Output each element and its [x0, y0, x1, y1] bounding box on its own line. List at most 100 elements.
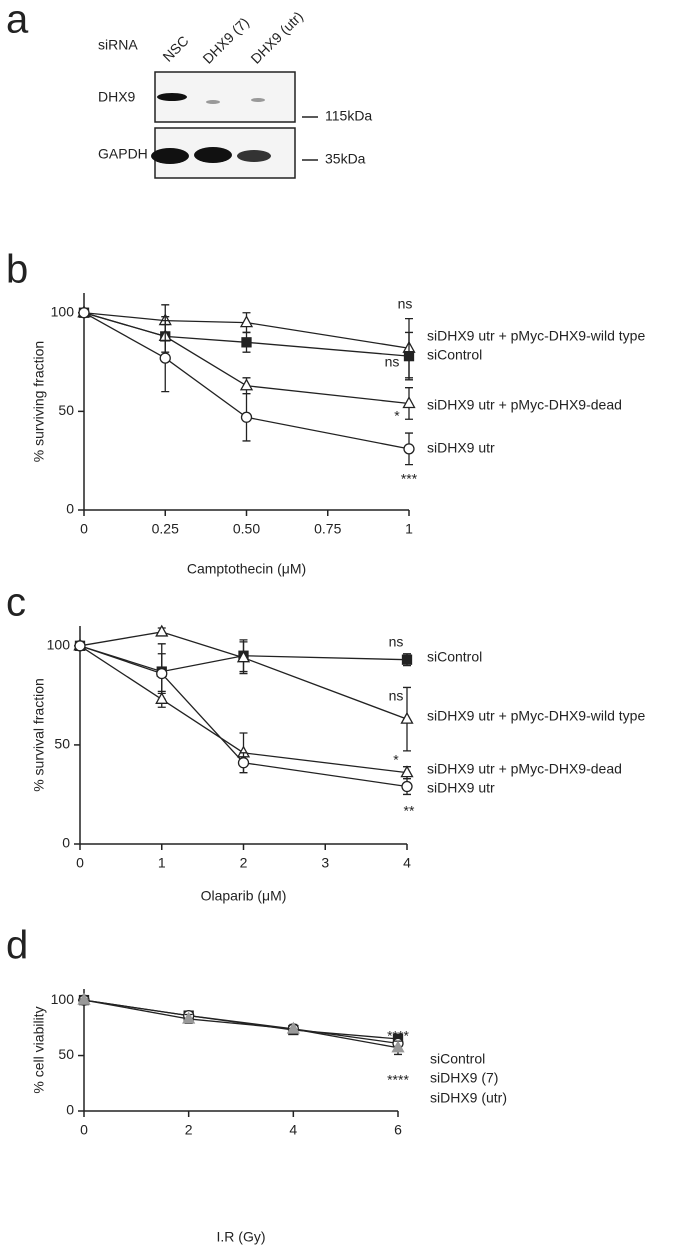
marker [155, 691, 169, 704]
line [83, 312, 410, 405]
legend-label: siDHX9 utr [427, 780, 495, 796]
annotation: **** [387, 1072, 409, 1088]
marker [400, 711, 414, 724]
legend-label: siDHX9 utr + pMyc-DHX9-dead [427, 397, 622, 413]
y-tick-label: 0 [66, 501, 74, 517]
line [83, 312, 410, 450]
protein-label: DHX9 [98, 89, 136, 105]
x-tick-label: 2 [240, 855, 248, 871]
x-tick-label: 0 [80, 1122, 88, 1138]
marker [401, 780, 413, 793]
x-tick-label: 1 [405, 521, 413, 537]
y-tick-label: 50 [54, 736, 70, 752]
x-tick-label: 4 [289, 1122, 297, 1138]
band [157, 93, 187, 101]
legend-label: siDHX9 utr [427, 440, 495, 456]
marker [239, 315, 254, 328]
panel-letter: c [6, 581, 26, 625]
band [237, 150, 271, 162]
line [79, 645, 408, 673]
line [83, 312, 410, 349]
marker [77, 992, 91, 1005]
marker [241, 337, 252, 348]
legend-label: siDHX9 (utr) [430, 1090, 507, 1106]
panel-letter: b [6, 248, 28, 292]
row-header: siRNA [98, 37, 138, 53]
annotation: ns [385, 354, 400, 370]
annotation: ** [404, 803, 415, 819]
marker [155, 624, 169, 637]
legend-label: siControl [430, 1051, 485, 1067]
line [83, 999, 399, 1040]
y-tick-label: 0 [62, 835, 70, 851]
lane-label: DHX9 (7) [199, 14, 252, 67]
panel-letter: d [6, 924, 28, 968]
annotation: *** [401, 471, 418, 487]
y-axis-label: % cell viability [31, 1006, 47, 1093]
x-tick-label: 0.75 [314, 521, 341, 537]
band [206, 100, 220, 104]
x-tick-label: 0.25 [152, 521, 179, 537]
y-tick-label: 50 [58, 1046, 74, 1062]
y-axis-label: % surviving fraction [31, 341, 47, 462]
marker [237, 757, 250, 769]
marker [403, 350, 415, 362]
legend-label: siDHX9 utr + pMyc-DHX9-wild type [427, 708, 645, 724]
x-tick-label: 0 [80, 521, 88, 537]
x-axis-label: Camptothecin (μM) [187, 561, 306, 577]
y-tick-label: 100 [47, 637, 71, 653]
legend-label: siControl [427, 347, 482, 363]
lane-label: DHX9 (utr) [247, 8, 306, 67]
y-tick-label: 100 [51, 303, 75, 319]
x-tick-label: 4 [403, 855, 411, 871]
marker [78, 307, 90, 319]
x-tick-label: 1 [158, 855, 166, 871]
band [251, 98, 265, 102]
annotation: ns [398, 296, 413, 312]
marker [74, 640, 86, 652]
panel-letter: a [6, 0, 29, 42]
marker [391, 1040, 405, 1053]
legend-label: siDHX9 (7) [430, 1070, 498, 1086]
annotation: ns [389, 688, 404, 704]
band [151, 148, 189, 164]
protein-label: GAPDH [98, 146, 148, 162]
lane-label: NSC [159, 33, 191, 65]
x-tick-label: 2 [185, 1122, 193, 1138]
marker [156, 667, 168, 680]
y-tick-label: 50 [58, 402, 74, 418]
line [79, 631, 408, 720]
line [79, 645, 408, 774]
marker [159, 352, 171, 364]
marker-label: 115kDa [325, 108, 372, 124]
line [83, 999, 399, 1049]
x-axis-label: I.R (Gy) [217, 1229, 266, 1245]
line [83, 999, 399, 1044]
band [194, 147, 232, 163]
x-tick-label: 6 [394, 1122, 402, 1138]
marker [402, 396, 416, 409]
legend-label: siDHX9 utr + pMyc-DHX9-wild type [427, 328, 645, 344]
y-tick-label: 0 [66, 1102, 74, 1118]
marker [401, 654, 413, 665]
y-axis-label: % survival fraction [31, 678, 47, 792]
marker [240, 411, 253, 423]
y-tick-label: 100 [51, 991, 75, 1007]
marker [286, 1021, 300, 1034]
line [79, 645, 408, 788]
annotation: **** [387, 1028, 409, 1044]
marker [400, 765, 414, 778]
legend-label: siControl [427, 649, 482, 665]
marker [182, 1011, 196, 1024]
annotation: ns [389, 634, 404, 650]
legend-label: siDHX9 utr + pMyc-DHX9-dead [427, 761, 622, 777]
x-tick-label: 3 [321, 855, 329, 871]
marker [403, 443, 415, 455]
marker [239, 378, 254, 391]
marker-label: 35kDa [325, 151, 366, 167]
x-tick-label: 0.50 [233, 521, 260, 537]
x-tick-label: 0 [76, 855, 84, 871]
marker [236, 650, 251, 663]
annotation: * [393, 752, 399, 768]
